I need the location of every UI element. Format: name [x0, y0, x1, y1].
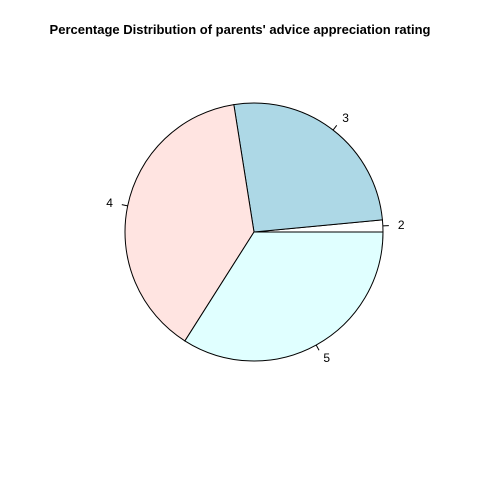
pie-labels: 2 3 4 5 [106, 111, 405, 365]
pie-slices [124, 102, 384, 362]
pie-label-tick-5 [315, 344, 320, 351]
pie-slice-4 [124, 104, 255, 342]
pie-label-tick-4 [121, 204, 128, 207]
pie-slice-3 [233, 102, 383, 233]
pie-label-tick-3 [332, 125, 338, 131]
pie-label-2: 2 [398, 218, 405, 232]
chart-title: Percentage Distribution of parents' advi… [49, 22, 431, 37]
pie-label-3: 3 [342, 111, 349, 125]
pie-label-5: 5 [323, 351, 330, 365]
pie-label-4: 4 [106, 196, 113, 210]
